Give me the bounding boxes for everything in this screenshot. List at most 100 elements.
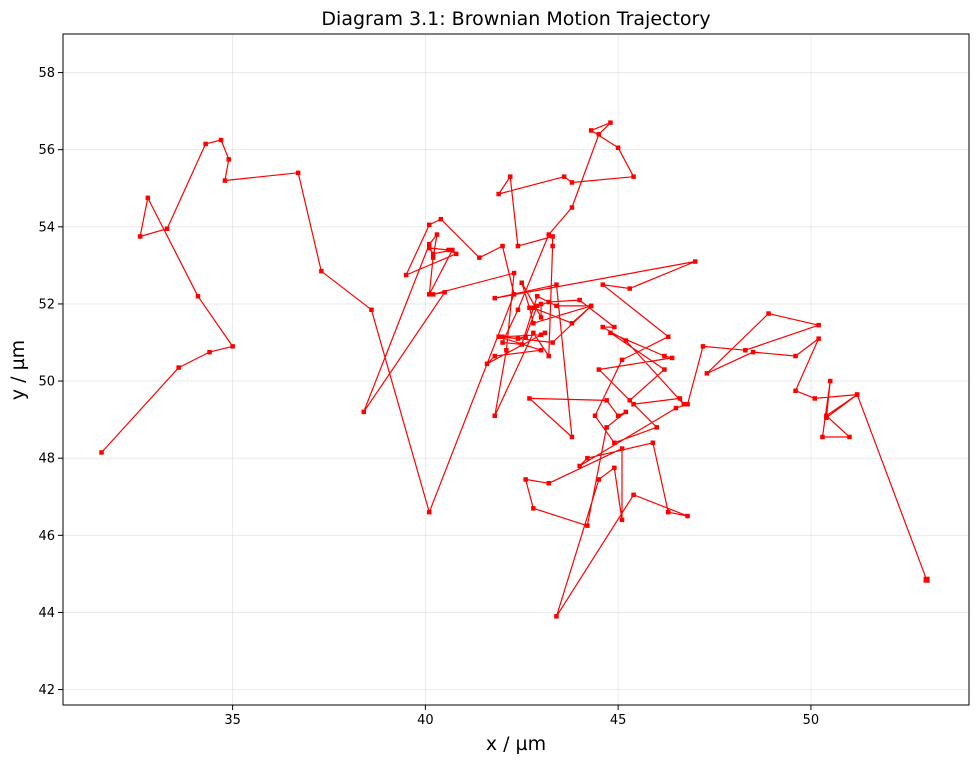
- trajectory-point: [585, 523, 590, 528]
- trajectory-point: [554, 282, 559, 287]
- trajectory-point: [546, 353, 551, 359]
- trajectory-point: [612, 465, 617, 471]
- trajectory-point: [403, 272, 409, 278]
- trajectory-point: [666, 509, 671, 515]
- trajectory-point: [492, 413, 497, 418]
- trajectory-point: [527, 305, 532, 310]
- trajectory-point: [577, 297, 582, 303]
- trajectory-point: [438, 216, 444, 222]
- trajectory-point: [538, 315, 544, 320]
- y-tick-label: 54: [38, 220, 55, 235]
- trajectory-point: [816, 322, 821, 328]
- trajectory-point: [561, 174, 567, 179]
- trajectory-point: [604, 425, 609, 430]
- trajectory-point: [434, 232, 440, 237]
- trajectory-point: [427, 509, 432, 515]
- x-tick-label: 40: [417, 713, 434, 728]
- trajectory-point: [546, 232, 551, 237]
- trajectory-point: [515, 307, 521, 312]
- trajectory-point: [596, 367, 602, 372]
- trajectory-point: [828, 378, 833, 384]
- y-tick-label: 56: [38, 143, 55, 158]
- trajectory-point: [623, 338, 629, 343]
- plot-frame: [62, 33, 970, 706]
- trajectory-point: [137, 234, 143, 239]
- trajectory-point: [662, 353, 667, 359]
- trajectory-point: [619, 517, 625, 523]
- trajectory-point: [600, 324, 605, 330]
- trajectory-point: [612, 324, 617, 330]
- series-layer: [99, 120, 930, 619]
- trajectory-point: [546, 481, 551, 486]
- trajectory-point: [508, 174, 513, 179]
- trajectory-point: [550, 340, 555, 345]
- trajectory-point: [207, 349, 212, 355]
- trajectory-point: [295, 170, 301, 176]
- trajectory-point: [203, 141, 208, 147]
- trajectory-point: [427, 241, 432, 247]
- trajectory-point: [531, 321, 536, 326]
- trajectory-point: [704, 371, 710, 376]
- trajectory-point: [527, 396, 532, 401]
- trajectory-point: [427, 222, 432, 228]
- trajectory-point: [615, 413, 621, 418]
- trajectory-point: [569, 434, 575, 440]
- trajectory-point: [812, 396, 817, 401]
- trajectory-point: [592, 413, 598, 418]
- trajectory-point: [666, 334, 671, 339]
- trajectory-point: [619, 446, 625, 451]
- trajectory-point: [600, 282, 605, 287]
- trajectory-line: [101, 122, 928, 617]
- trajectory-point: [492, 295, 497, 301]
- y-tick-label: 52: [38, 297, 55, 312]
- trajectory-point: [608, 330, 613, 336]
- trajectory-point: [847, 434, 852, 440]
- trajectory-point: [504, 348, 509, 353]
- x-tick-label: 45: [610, 713, 627, 728]
- trajectory-point: [496, 334, 501, 339]
- trajectory-point: [519, 342, 524, 347]
- trajectory-point: [631, 492, 636, 498]
- trajectory-point: [662, 367, 667, 372]
- trajectory-point: [446, 247, 451, 253]
- trajectory-point: [627, 286, 632, 291]
- trajectory-point: [569, 180, 575, 185]
- trajectory-point: [515, 243, 521, 249]
- trajectory-point: [588, 303, 594, 309]
- trajectory-point: [604, 398, 609, 403]
- x-tick-label: 50: [803, 713, 820, 728]
- trajectory-point: [585, 455, 590, 461]
- trajectory-point: [176, 365, 181, 370]
- trajectory-point: [427, 292, 432, 297]
- trajectory-point: [477, 255, 482, 260]
- trajectory-point: [500, 243, 505, 249]
- trajectory-point: [923, 576, 930, 583]
- trajectory-point: [511, 292, 517, 297]
- trajectory-point: [681, 402, 686, 407]
- y-tick-label: 44: [38, 606, 55, 621]
- trajectory-point: [612, 440, 617, 445]
- trajectory-point: [454, 251, 459, 257]
- trajectory-point: [554, 614, 559, 619]
- trajectory-point: [195, 294, 201, 299]
- trajectory-point: [230, 344, 235, 349]
- trajectory-point: [430, 292, 436, 297]
- trajectory-point: [554, 303, 559, 309]
- trajectory-point: [218, 137, 224, 143]
- trajectory-point: [820, 434, 825, 440]
- trajectory-point: [515, 336, 521, 341]
- trajectory-point: [222, 178, 228, 183]
- trajectory-point: [743, 348, 748, 353]
- trajectory-point: [596, 477, 602, 482]
- trajectory-point: [531, 305, 536, 310]
- trajectory-point: [631, 402, 636, 407]
- trajectory-point: [531, 330, 536, 336]
- trajectory-point: [750, 349, 756, 355]
- trajectory-point: [677, 396, 683, 401]
- trajectory-point: [542, 330, 548, 336]
- y-tick-label: 58: [38, 66, 55, 81]
- trajectory-point: [369, 307, 374, 312]
- trajectory-point: [623, 409, 629, 415]
- trajectory-point: [492, 353, 497, 359]
- trajectory-point: [685, 402, 690, 407]
